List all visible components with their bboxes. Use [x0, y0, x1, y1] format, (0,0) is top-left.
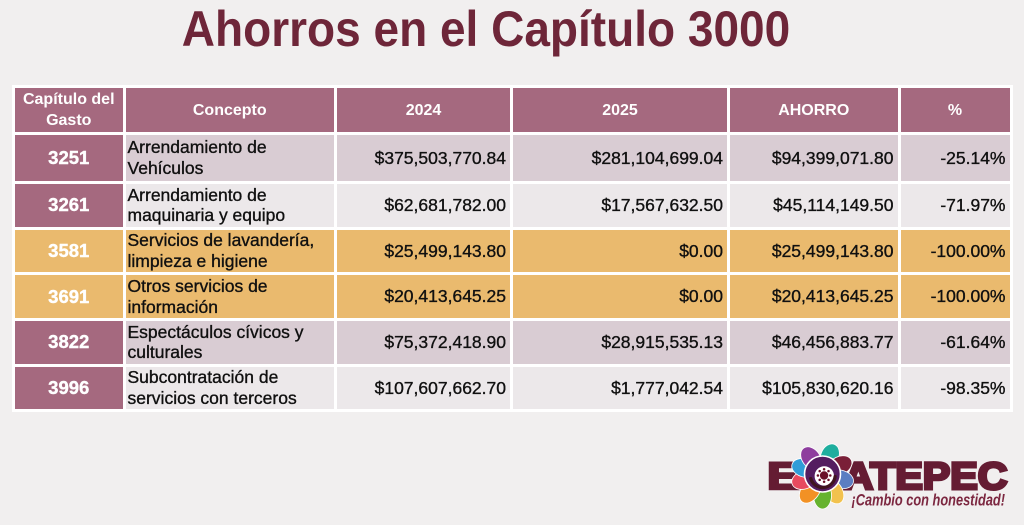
- svg-text:¡Cambio con honestidad!: ¡Cambio con honestidad!: [852, 492, 1006, 510]
- svg-text:ATEPEC: ATEPEC: [844, 456, 1008, 498]
